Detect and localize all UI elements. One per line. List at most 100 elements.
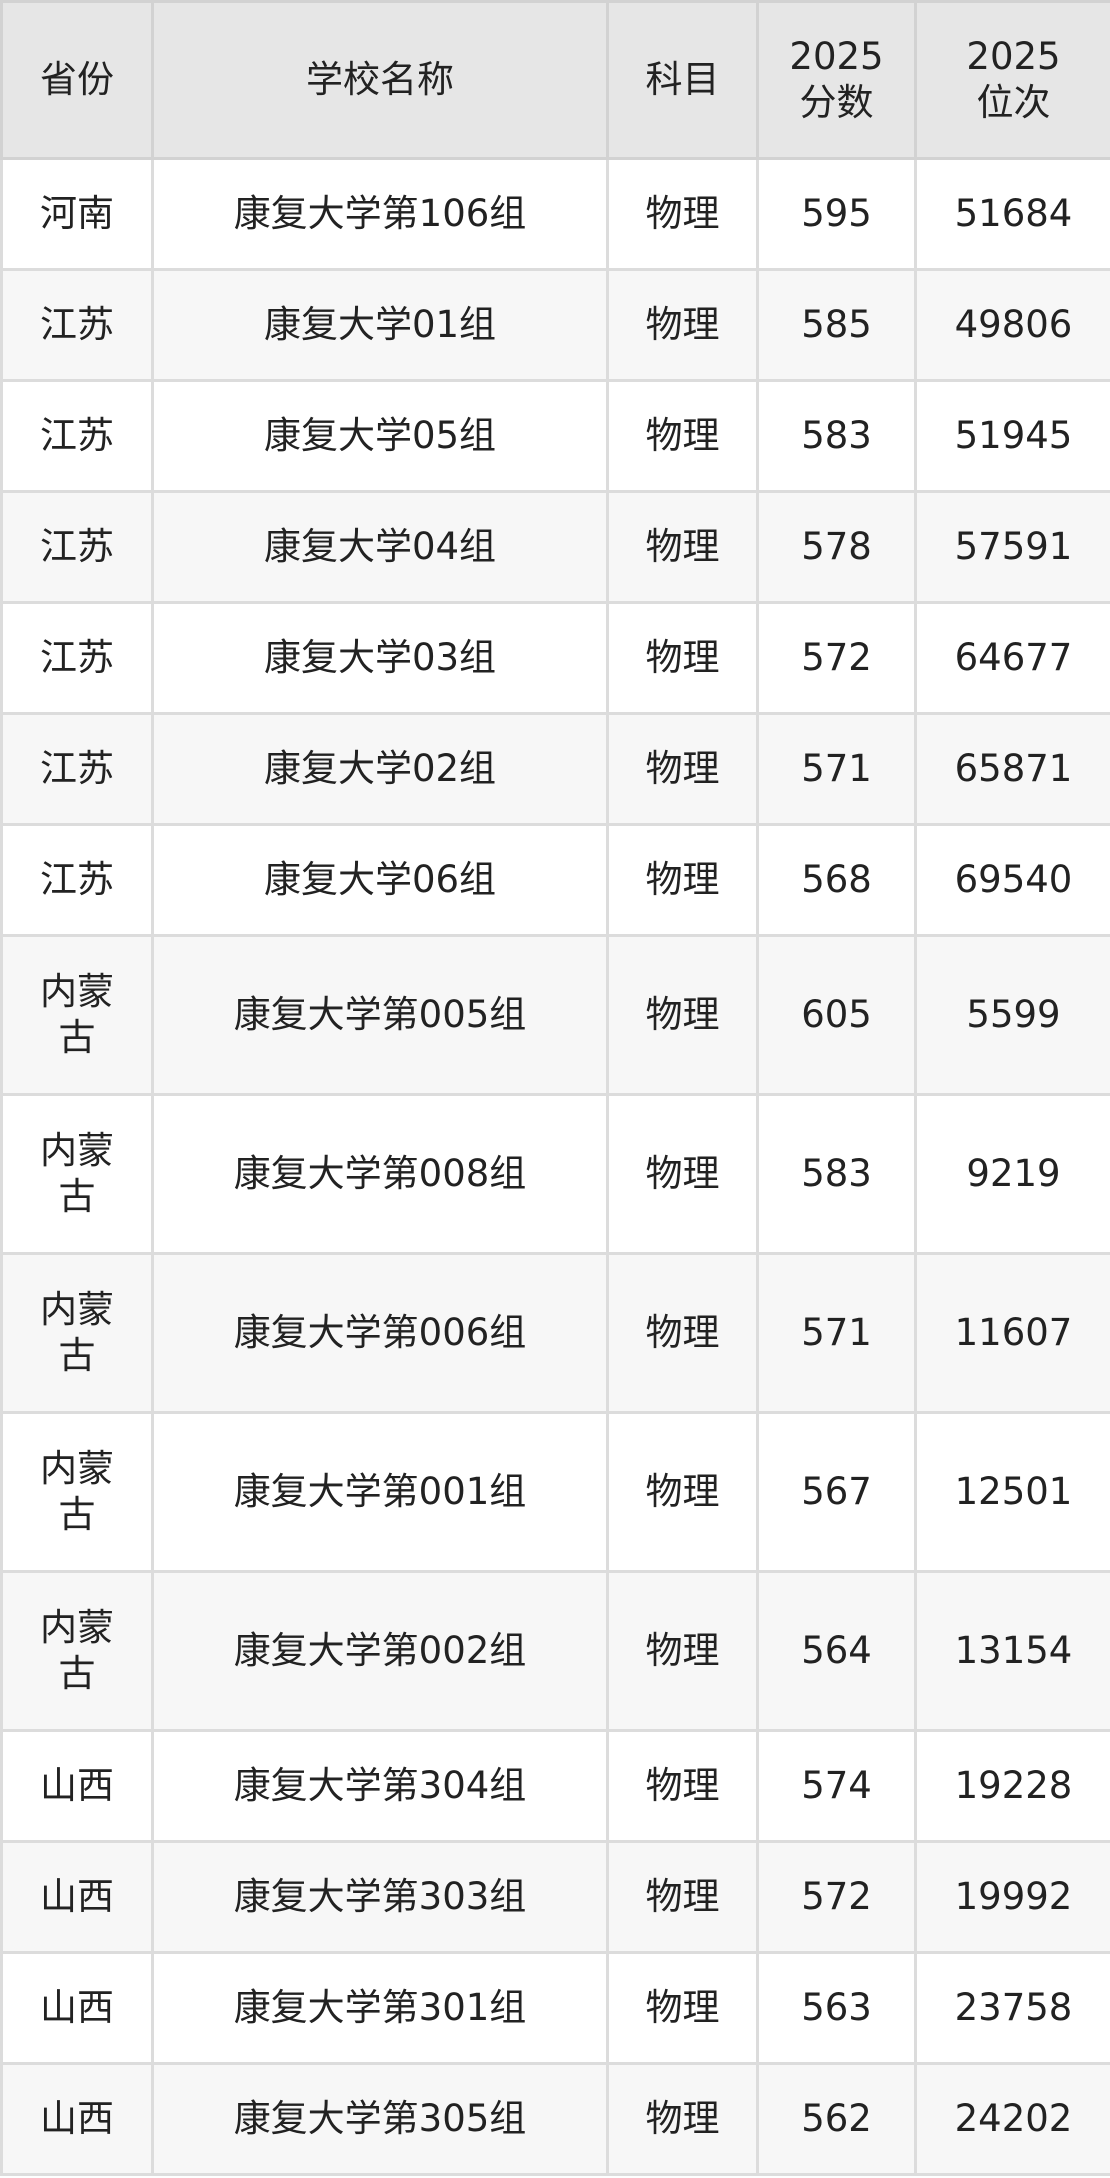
cell-rank: 51945	[914, 379, 1110, 493]
cell-rank: 12501	[914, 1411, 1110, 1573]
cell-school: 康复大学03组	[151, 601, 609, 715]
cell-province: 江苏	[0, 268, 154, 382]
cell-rank: 51684	[914, 157, 1110, 271]
cell-rank: 11607	[914, 1252, 1110, 1414]
cell-school: 康复大学05组	[151, 379, 609, 493]
header-rank: 2025 位次	[914, 0, 1110, 160]
cell-rank: 24202	[914, 2062, 1110, 2176]
cell-score: 571	[756, 1252, 917, 1414]
cell-subject: 物理	[606, 1252, 759, 1414]
cell-school: 康复大学第304组	[151, 1729, 609, 1843]
cell-subject: 物理	[606, 1951, 759, 2065]
cell-subject: 物理	[606, 379, 759, 493]
cell-score: 583	[756, 379, 917, 493]
table-row: 内蒙古 康复大学第008组 物理 583 9219	[0, 1093, 1110, 1255]
table-row: 江苏 康复大学03组 物理 572 64677	[0, 601, 1110, 715]
cell-province: 河南	[0, 157, 154, 271]
cell-school: 康复大学第303组	[151, 1840, 609, 1954]
cell-rank: 5599	[914, 934, 1110, 1096]
header-score-label: 分数	[799, 81, 874, 124]
cell-subject: 物理	[606, 2062, 759, 2176]
cell-school: 康复大学04组	[151, 490, 609, 604]
cell-score: 585	[756, 268, 917, 382]
table-row: 江苏 康复大学05组 物理 583 51945	[0, 379, 1110, 493]
cell-school: 康复大学第001组	[151, 1411, 609, 1573]
cell-province: 江苏	[0, 712, 154, 826]
cell-rank: 13154	[914, 1570, 1110, 1732]
cell-score: 578	[756, 490, 917, 604]
cell-score: 595	[756, 157, 917, 271]
header-rank-label: 位次	[976, 81, 1051, 124]
table-row: 江苏 康复大学06组 物理 568 69540	[0, 823, 1110, 937]
cell-school: 康复大学第008组	[151, 1093, 609, 1255]
cell-rank: 23758	[914, 1951, 1110, 2065]
table-row: 内蒙古 康复大学第006组 物理 571 11607	[0, 1252, 1110, 1414]
cell-school: 康复大学01组	[151, 268, 609, 382]
table-row: 山西 康复大学第303组 物理 572 19992	[0, 1840, 1110, 1954]
cell-score: 562	[756, 2062, 917, 2176]
cell-subject: 物理	[606, 712, 759, 826]
cell-rank: 19228	[914, 1729, 1110, 1843]
cell-subject: 物理	[606, 601, 759, 715]
table-header-row: 省份 学校名称 科目 2025 分数 2025 位次	[0, 0, 1110, 160]
table-row: 内蒙古 康复大学第005组 物理 605 5599	[0, 934, 1110, 1096]
cell-province: 江苏	[0, 823, 154, 937]
cell-subject: 物理	[606, 490, 759, 604]
cell-rank: 49806	[914, 268, 1110, 382]
cell-province: 山西	[0, 1951, 154, 2065]
cell-rank: 65871	[914, 712, 1110, 826]
header-score: 2025 分数	[756, 0, 917, 160]
cell-rank: 69540	[914, 823, 1110, 937]
cell-school: 康复大学第106组	[151, 157, 609, 271]
cell-province: 内蒙古	[0, 1570, 154, 1732]
cell-school: 康复大学第301组	[151, 1951, 609, 2065]
table-row: 河南 康复大学第106组 物理 595 51684	[0, 157, 1110, 271]
cell-province: 内蒙古	[0, 934, 154, 1096]
table-row: 山西 康复大学第305组 物理 562 24202	[0, 2062, 1110, 2176]
header-rank-year: 2025	[966, 35, 1061, 78]
cell-subject: 物理	[606, 1840, 759, 1954]
cell-school: 康复大学第002组	[151, 1570, 609, 1732]
table-row: 山西 康复大学第304组 物理 574 19228	[0, 1729, 1110, 1843]
cell-subject: 物理	[606, 1570, 759, 1732]
cell-score: 583	[756, 1093, 917, 1255]
cell-score: 572	[756, 601, 917, 715]
cell-subject: 物理	[606, 1411, 759, 1573]
table-row: 山西 康复大学第301组 物理 563 23758	[0, 1951, 1110, 2065]
cell-rank: 9219	[914, 1093, 1110, 1255]
cell-school: 康复大学第006组	[151, 1252, 609, 1414]
cell-score: 571	[756, 712, 917, 826]
cell-score: 568	[756, 823, 917, 937]
cell-subject: 物理	[606, 1729, 759, 1843]
cell-score: 567	[756, 1411, 917, 1573]
cell-province: 内蒙古	[0, 1411, 154, 1573]
cell-province: 内蒙古	[0, 1093, 154, 1255]
header-score-year: 2025	[789, 35, 884, 78]
cell-subject: 物理	[606, 1093, 759, 1255]
cell-score: 605	[756, 934, 917, 1096]
cell-rank: 19992	[914, 1840, 1110, 1954]
cell-province: 山西	[0, 1840, 154, 1954]
cell-province: 江苏	[0, 490, 154, 604]
cell-province: 江苏	[0, 379, 154, 493]
table-row: 内蒙古 康复大学第001组 物理 567 12501	[0, 1411, 1110, 1573]
header-school: 学校名称	[151, 0, 609, 160]
cell-score: 572	[756, 1840, 917, 1954]
header-subject: 科目	[606, 0, 759, 160]
cell-subject: 物理	[606, 157, 759, 271]
header-province: 省份	[0, 0, 154, 160]
cell-province: 内蒙古	[0, 1252, 154, 1414]
cell-rank: 57591	[914, 490, 1110, 604]
table-row: 江苏 康复大学04组 物理 578 57591	[0, 490, 1110, 604]
cell-province: 江苏	[0, 601, 154, 715]
cell-subject: 物理	[606, 268, 759, 382]
cell-province: 山西	[0, 2062, 154, 2176]
table-row: 江苏 康复大学01组 物理 585 49806	[0, 268, 1110, 382]
cell-score: 564	[756, 1570, 917, 1732]
table-row: 江苏 康复大学02组 物理 571 65871	[0, 712, 1110, 826]
cell-subject: 物理	[606, 823, 759, 937]
cell-province: 山西	[0, 1729, 154, 1843]
cell-score: 563	[756, 1951, 917, 2065]
cell-subject: 物理	[606, 934, 759, 1096]
